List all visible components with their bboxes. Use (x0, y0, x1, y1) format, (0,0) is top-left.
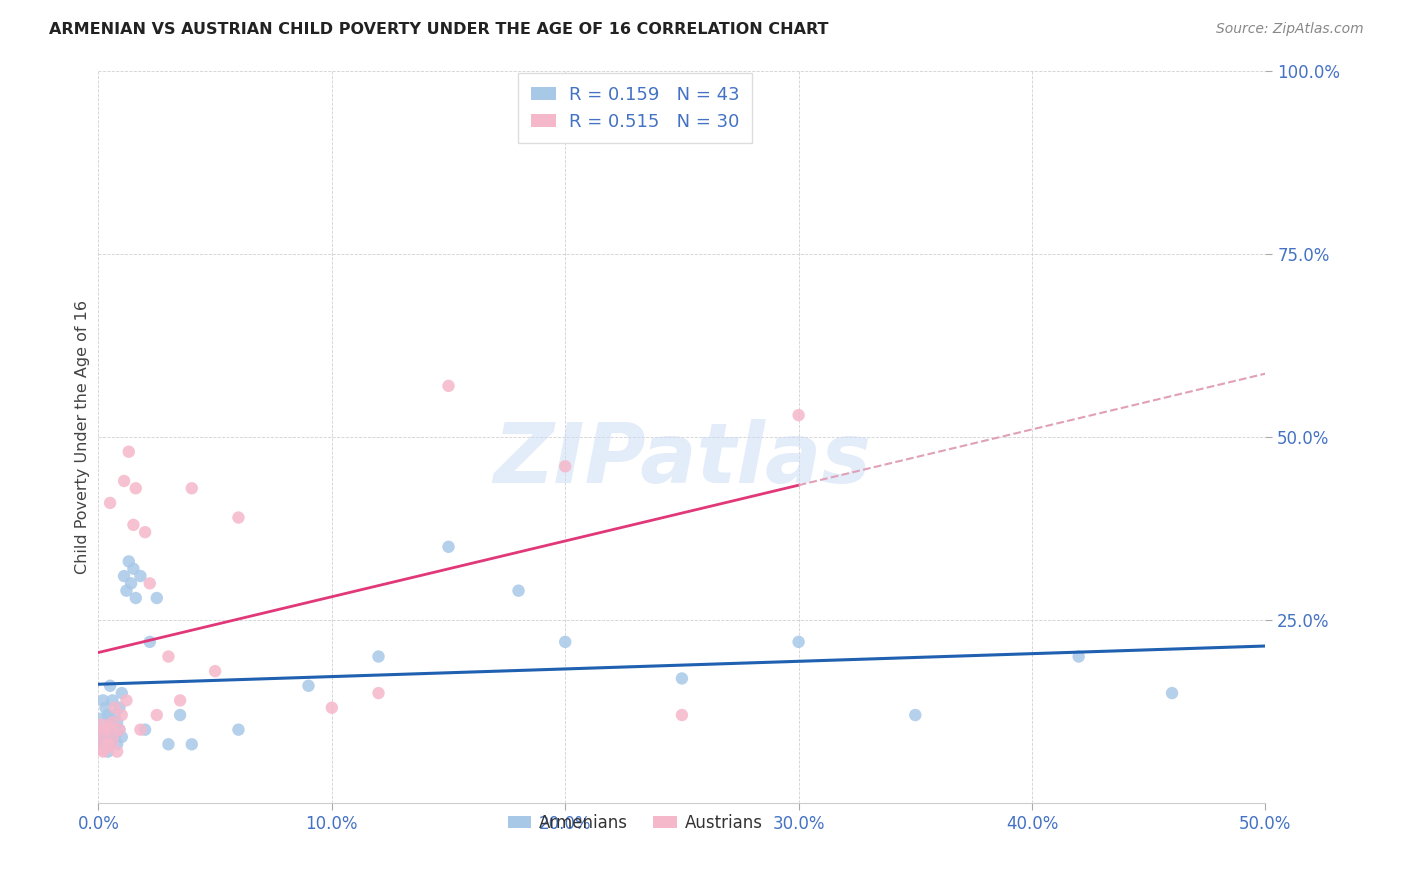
Point (101, 693, 124, 707)
Point (169, 693, 191, 707)
Point (169, 708, 191, 723)
Point (671, 708, 693, 723)
Point (101, 723, 124, 737)
Point (1161, 686, 1184, 700)
Point (134, 723, 156, 737)
Point (97, 745, 120, 759)
Point (118, 554, 141, 568)
Point (554, 459, 576, 474)
Point (94, 723, 117, 737)
Point (90, 723, 112, 737)
Point (157, 649, 180, 664)
Point (104, 708, 127, 723)
Point (228, 510, 250, 524)
Point (118, 444, 141, 458)
Point (90, 730, 112, 744)
Point (157, 737, 180, 751)
Point (108, 723, 131, 737)
Point (554, 635, 576, 649)
Point (146, 708, 169, 723)
Point (139, 576, 162, 591)
Point (98, 496, 121, 510)
Point (111, 730, 134, 744)
Point (98, 679, 121, 693)
Point (108, 723, 131, 737)
Point (111, 708, 134, 723)
Point (787, 408, 810, 422)
Point (115, 583, 138, 598)
Point (91, 693, 114, 707)
Point (367, 686, 389, 700)
Point (125, 481, 148, 495)
Point (1067, 649, 1090, 664)
Y-axis label: Child Poverty Under the Age of 16: Child Poverty Under the Age of 16 (75, 300, 90, 574)
Point (97, 737, 120, 751)
Point (104, 700, 127, 714)
Point (101, 715, 124, 730)
Point (91, 745, 114, 759)
Point (437, 379, 460, 393)
Text: ZIPatlas: ZIPatlas (494, 418, 870, 500)
Point (228, 723, 250, 737)
Point (904, 708, 927, 723)
Point (297, 679, 319, 693)
Point (122, 562, 145, 576)
Point (112, 569, 135, 583)
Point (129, 569, 152, 583)
Point (367, 649, 389, 664)
Text: Source: ZipAtlas.com: Source: ZipAtlas.com (1216, 22, 1364, 37)
Point (120, 576, 142, 591)
Point (97, 708, 120, 723)
Point (321, 700, 343, 714)
Point (671, 672, 693, 686)
Point (91, 737, 114, 751)
Point (122, 517, 145, 532)
Point (146, 591, 169, 605)
Legend: Armenians, Austrians: Armenians, Austrians (501, 807, 769, 838)
Point (139, 635, 162, 649)
Point (180, 481, 202, 495)
Point (180, 737, 202, 751)
Point (437, 540, 460, 554)
Point (134, 525, 156, 540)
Point (111, 686, 134, 700)
Point (125, 591, 148, 605)
Point (105, 737, 128, 751)
Point (98, 737, 121, 751)
Point (129, 723, 152, 737)
Point (115, 693, 138, 707)
Point (204, 664, 226, 678)
Point (108, 700, 131, 714)
Point (508, 583, 530, 598)
Point (94, 730, 117, 744)
Point (94, 700, 117, 714)
Point (112, 474, 135, 488)
Point (787, 635, 810, 649)
Point (105, 745, 128, 759)
Text: ARMENIAN VS AUSTRIAN CHILD POVERTY UNDER THE AGE OF 16 CORRELATION CHART: ARMENIAN VS AUSTRIAN CHILD POVERTY UNDER… (49, 22, 828, 37)
Point (105, 715, 128, 730)
Point (104, 730, 127, 744)
